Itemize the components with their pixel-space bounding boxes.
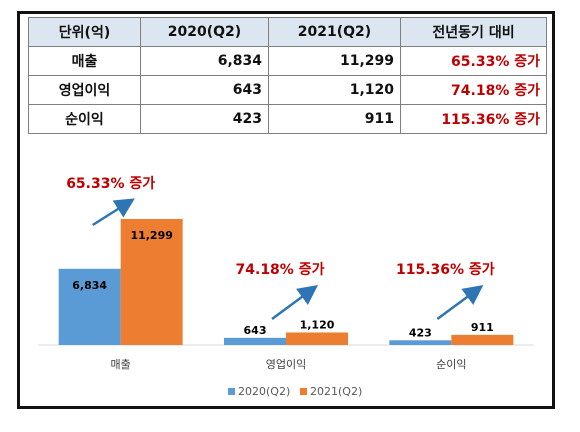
bar-2020 [58, 268, 121, 345]
cell-growth: 74.18% 증가 [400, 75, 547, 105]
bar-2020 [224, 337, 286, 345]
growth-annotation: 74.18% 증가 [236, 262, 325, 278]
growth-annotation: 65.33% 증가 [66, 176, 155, 192]
legend-label: 2020(Q2) [238, 385, 290, 398]
legend: 2020(Q2) 2021(Q2) [228, 385, 362, 398]
cell-2021: 1,120 [268, 75, 401, 105]
cell-2020: 6,834 [140, 46, 269, 76]
cell-growth: 115.36% 증가 [400, 104, 547, 134]
value-label: 911 [471, 321, 494, 334]
table-header-row: 단위(억) 2020(Q2) 2021(Q2) 전년동기 대비 [28, 17, 547, 47]
category-label: 매출 [111, 358, 131, 371]
legend-label: 2021(Q2) [310, 385, 362, 398]
cell-2020: 423 [140, 104, 269, 134]
bar-2020 [389, 340, 452, 345]
row-label: 순이익 [28, 104, 141, 134]
growth-annotation: 115.36% 증가 [396, 262, 495, 278]
cell-2021: 11,299 [268, 46, 401, 76]
cell-2020: 643 [140, 75, 269, 105]
row-label: 영업이익 [28, 75, 141, 105]
growth-arrow [436, 285, 484, 321]
value-label: 1,120 [300, 319, 335, 332]
table-row: 영업이익 643 1,120 74.18% 증가 [28, 75, 547, 105]
value-label: 423 [409, 326, 432, 339]
value-label: 6,834 [72, 279, 107, 292]
value-label: 643 [244, 324, 267, 337]
row-label: 매출 [28, 46, 141, 76]
header-unit: 단위(억) [28, 17, 141, 47]
labels-layer: 6,834 11,299 매출 643 1,120 영업이익 423 911 순이익 [72, 229, 494, 371]
category-label: 영업이익 [266, 358, 306, 371]
bar-2021 [120, 219, 183, 345]
category-label: 순이익 [436, 358, 466, 371]
bar-chart: 6,834 11,299 매출 643 1,120 영업이익 423 911 순이익 65.33… [38, 176, 534, 398]
bar-2021 [451, 334, 514, 345]
growth-arrow [91, 198, 135, 227]
bars-layer [38, 219, 534, 346]
table-row: 매출 6,834 11,299 65.33% 증가 [28, 46, 547, 76]
table-row: 순이익 423 911 115.36% 증가 [28, 104, 547, 134]
cell-2021: 911 [268, 104, 401, 134]
legend-swatch [300, 388, 307, 395]
annotations-layer: 65.33% 증가 74.18% 증가 115.36% 증가 [66, 176, 495, 321]
report-frame: 단위(억) 2020(Q2) 2021(Q2) 전년동기 대비 매출 6,834… [17, 11, 555, 409]
growth-arrow [271, 285, 319, 321]
value-label: 11,299 [130, 229, 172, 242]
legend-swatch [228, 388, 235, 395]
summary-table: 단위(억) 2020(Q2) 2021(Q2) 전년동기 대비 매출 6,834… [28, 17, 547, 134]
header-yoy: 전년동기 대비 [400, 17, 547, 47]
cell-growth: 65.33% 증가 [400, 46, 547, 76]
bar-2021 [286, 332, 348, 345]
